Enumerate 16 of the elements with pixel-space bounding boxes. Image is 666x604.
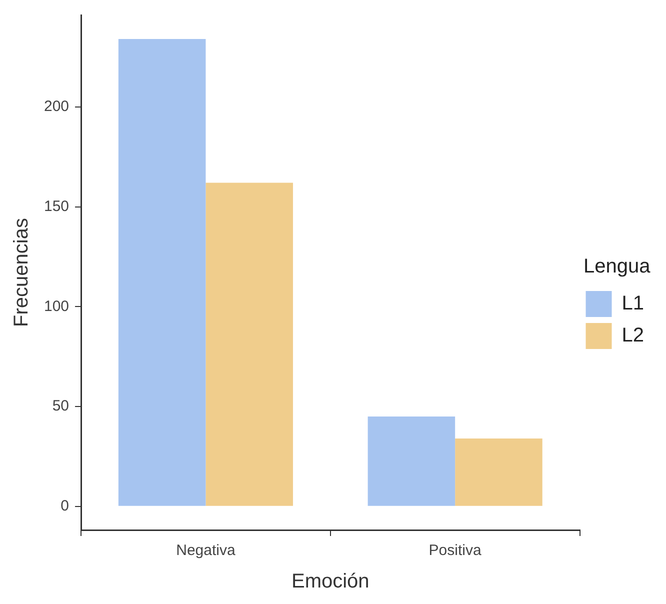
y-tick-label: 0 <box>60 498 70 515</box>
y-tick-label: 100 <box>44 298 70 315</box>
y-tick-label: 150 <box>44 198 70 215</box>
bar <box>206 182 293 506</box>
bar <box>455 438 542 506</box>
bar <box>368 416 456 506</box>
legend-label: L1 <box>622 292 644 315</box>
x-tick-label: Positiva <box>428 542 482 560</box>
y-tick-label: 50 <box>52 398 70 415</box>
legend-title: Lengua <box>584 256 652 278</box>
x-tick-label: Negativa <box>176 542 236 560</box>
bar <box>118 38 206 506</box>
y-axis-title: Frecuencias <box>10 218 33 327</box>
legend-label: L2 <box>622 324 644 347</box>
x-axis-title: Emoción <box>291 570 370 593</box>
y-tick-label: 200 <box>44 98 70 116</box>
